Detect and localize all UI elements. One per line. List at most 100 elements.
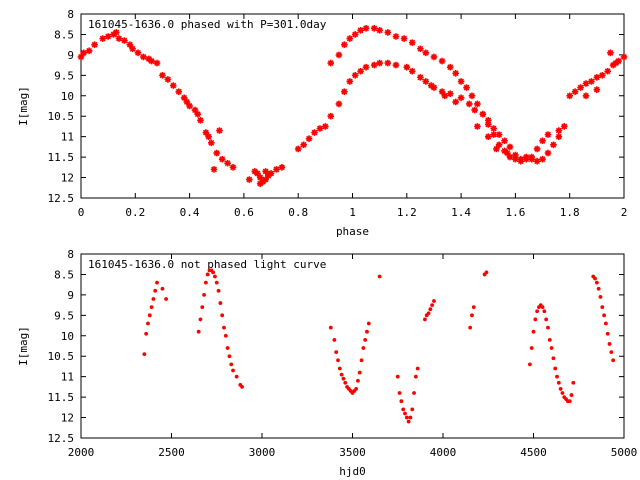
data-point	[400, 35, 408, 42]
data-point	[234, 374, 239, 379]
phased-x-tick-label: 1.4	[451, 206, 471, 219]
unphased-x-tick-label: 2000	[68, 446, 95, 459]
data-point	[126, 41, 134, 48]
phased-chart-title: 161045-1636.0 phased with P=301.0day	[88, 18, 327, 31]
data-point	[428, 307, 433, 312]
data-point	[582, 92, 590, 100]
data-point	[246, 176, 253, 183]
data-point	[611, 358, 616, 363]
data-point	[377, 274, 382, 279]
data-point	[512, 151, 519, 159]
phased-y-tick-label: 9	[67, 49, 74, 62]
data-point	[149, 305, 154, 310]
unphased-x-tick-label: 2500	[158, 446, 185, 459]
data-point	[211, 270, 216, 275]
phased-y-tick-label: 12	[61, 172, 74, 185]
unphased-chart-title: 161045-1636.0 not phased light curve	[88, 258, 326, 271]
data-point	[170, 82, 177, 89]
data-point	[468, 92, 476, 100]
data-point	[112, 29, 120, 36]
data-point	[259, 178, 267, 185]
data-point	[465, 100, 473, 108]
data-point	[384, 59, 392, 67]
data-point	[503, 149, 511, 157]
unphased-y-tick-label: 8.5	[54, 268, 74, 281]
data-point	[555, 374, 559, 379]
data-point	[422, 49, 430, 57]
data-point	[194, 110, 202, 118]
data-point	[593, 276, 597, 281]
data-point	[164, 76, 172, 83]
data-point	[501, 147, 508, 155]
data-point	[569, 393, 574, 397]
phased-y-axis-label: I[mag]	[17, 86, 30, 126]
phased-x-tick-label: 1.8	[560, 206, 580, 219]
data-point	[322, 123, 329, 130]
data-point	[470, 313, 474, 318]
data-point	[406, 419, 411, 424]
data-point	[361, 346, 366, 350]
phased-data-points	[77, 25, 628, 187]
unphased-y-tick-label: 10.5	[48, 350, 75, 363]
data-point	[334, 350, 339, 355]
data-point	[395, 374, 400, 379]
data-point	[410, 407, 415, 412]
unphased-y-tick-label: 10	[61, 330, 74, 343]
data-point	[256, 174, 264, 181]
data-point	[555, 133, 563, 140]
data-point	[446, 63, 454, 71]
data-point	[495, 131, 503, 138]
data-point	[412, 391, 416, 395]
data-point	[438, 57, 446, 65]
data-point	[594, 280, 599, 285]
data-point	[620, 53, 628, 61]
data-point	[229, 362, 234, 367]
phased-x-tick-label: 1.2	[397, 206, 417, 219]
data-point	[376, 59, 383, 67]
data-point	[210, 166, 218, 173]
unphased-x-tick-label: 4500	[520, 446, 547, 459]
data-point	[216, 288, 221, 293]
data-point	[533, 317, 538, 322]
data-point	[474, 100, 481, 108]
data-point	[214, 280, 219, 285]
unphased-y-tick-label: 9.5	[54, 309, 74, 322]
data-point	[549, 346, 554, 350]
data-point	[160, 286, 165, 291]
data-point	[341, 88, 348, 95]
data-point	[484, 270, 489, 275]
phased-x-tick-label: 0.6	[234, 206, 254, 219]
phased-y-tick-label: 10	[61, 90, 74, 103]
data-point	[602, 313, 606, 318]
unphased-x-tick-label: 3500	[339, 446, 366, 459]
data-point	[408, 415, 413, 420]
data-point	[423, 317, 427, 322]
data-point	[593, 86, 601, 93]
data-point	[153, 59, 161, 67]
data-point	[305, 135, 313, 143]
unphased-plot-frame	[80, 253, 625, 439]
data-point	[529, 346, 534, 350]
data-point	[218, 155, 226, 163]
data-point	[229, 164, 237, 171]
data-point	[144, 331, 149, 336]
data-point	[99, 35, 107, 42]
data-point	[198, 317, 203, 322]
data-point	[556, 380, 561, 385]
data-point	[384, 29, 392, 36]
data-point	[205, 133, 212, 140]
data-point	[399, 399, 404, 404]
data-point	[531, 329, 536, 334]
data-point	[426, 311, 431, 316]
data-point	[339, 372, 344, 377]
data-point	[553, 366, 558, 371]
data-point	[567, 399, 572, 404]
data-point	[231, 368, 235, 373]
unphased-y-tick-label: 11	[61, 371, 74, 384]
data-point	[351, 72, 359, 79]
data-point	[512, 155, 519, 163]
data-point	[408, 67, 416, 75]
data-point	[341, 41, 348, 48]
data-point	[225, 346, 230, 350]
data-point	[593, 74, 601, 81]
